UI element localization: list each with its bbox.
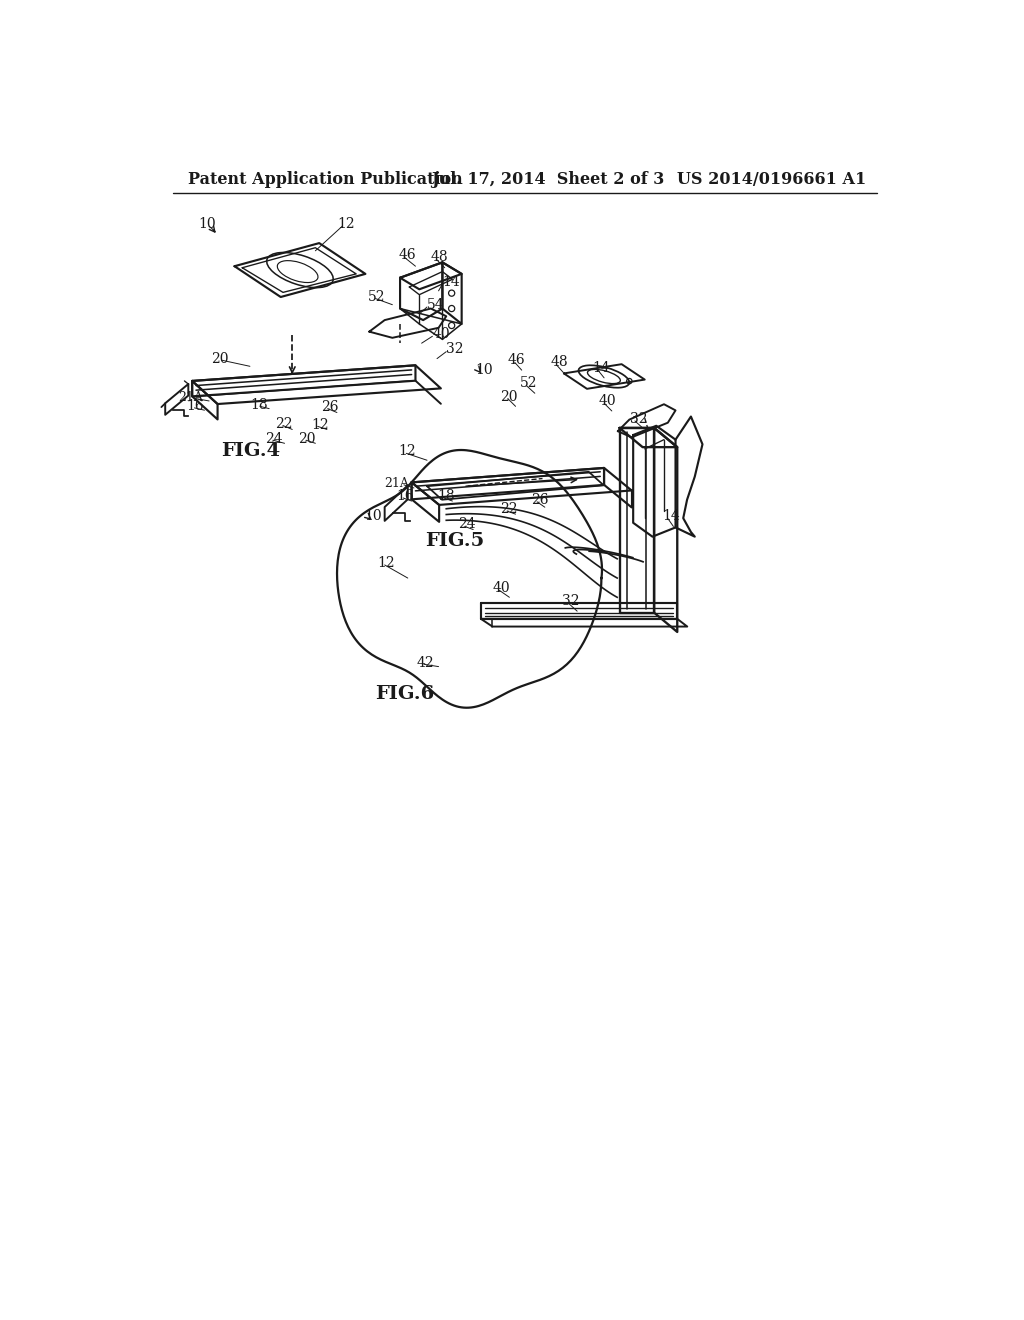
Text: 20: 20 <box>211 351 229 366</box>
Text: FIG.5: FIG.5 <box>425 532 484 550</box>
Text: 10: 10 <box>475 363 494 378</box>
Text: 32: 32 <box>446 342 464 356</box>
Text: FIG.6: FIG.6 <box>376 685 434 702</box>
Text: 48: 48 <box>550 355 568 370</box>
Text: 54: 54 <box>427 298 444 312</box>
Text: 26: 26 <box>322 400 339 414</box>
Text: 20: 20 <box>298 432 316 446</box>
Text: US 2014/0196661 A1: US 2014/0196661 A1 <box>677 172 866 189</box>
Text: 40: 40 <box>493 581 510 595</box>
Text: 21A: 21A <box>385 477 410 490</box>
Text: 46: 46 <box>508 354 525 367</box>
Text: 32: 32 <box>562 594 580 609</box>
Text: 32: 32 <box>630 412 647 425</box>
Text: 40: 40 <box>599 393 616 408</box>
Text: 52: 52 <box>368 290 385 304</box>
Text: Jul. 17, 2014  Sheet 2 of 3: Jul. 17, 2014 Sheet 2 of 3 <box>431 172 665 189</box>
Text: Patent Application Publication: Patent Application Publication <box>188 172 463 189</box>
Text: 18: 18 <box>437 488 455 503</box>
Text: 42: 42 <box>417 656 434 669</box>
Text: 12: 12 <box>377 556 394 570</box>
Text: 18: 18 <box>250 397 267 412</box>
Text: 26: 26 <box>531 492 549 507</box>
Text: FIG.4: FIG.4 <box>221 442 281 459</box>
Text: 16: 16 <box>186 400 204 413</box>
Text: 12: 12 <box>311 418 329 432</box>
Text: 24: 24 <box>265 432 283 446</box>
Text: 16: 16 <box>396 488 414 503</box>
Text: 40: 40 <box>432 327 450 341</box>
Text: 14: 14 <box>662 510 680 524</box>
Text: 12: 12 <box>337 216 354 231</box>
Text: 21A: 21A <box>178 391 203 404</box>
Text: 14: 14 <box>442 275 460 289</box>
Text: 22: 22 <box>500 502 518 516</box>
Text: 52: 52 <box>519 376 537 391</box>
Text: 20: 20 <box>500 391 518 404</box>
Text: 22: 22 <box>275 417 293 432</box>
Text: 14: 14 <box>593 360 610 375</box>
Text: 48: 48 <box>431 249 449 264</box>
Text: 46: 46 <box>398 248 416 261</box>
Text: 10: 10 <box>199 216 216 231</box>
Text: 12: 12 <box>398 444 416 458</box>
Text: 10: 10 <box>365 510 382 524</box>
Text: 24: 24 <box>458 517 475 531</box>
